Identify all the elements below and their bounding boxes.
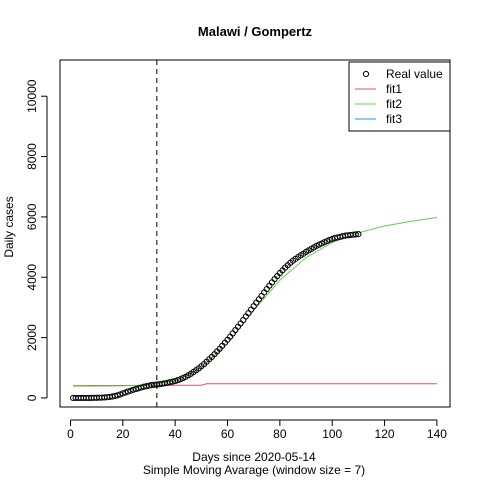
y-tick-label: 0: [25, 394, 39, 401]
legend: Real value fit1 fit2 fit3: [348, 61, 451, 132]
real-value-point: [355, 231, 362, 238]
real-value-point: [352, 231, 359, 238]
x-tick-label: 120: [375, 427, 395, 441]
y-tick-label: 4000: [25, 264, 39, 291]
legend-real-value-label: Real value: [386, 67, 443, 81]
x-tick-label: 20: [116, 427, 130, 441]
plot-frame: [59, 59, 451, 408]
chart-title: Malawi / Gompertz: [198, 24, 313, 39]
real-value-point: [172, 377, 179, 385]
real-value-point: [124, 388, 132, 395]
x-tick-label: 100: [322, 427, 342, 441]
legend-fit2-label: fit2: [386, 97, 402, 111]
plot-layer: [69, 60, 437, 407]
real-value-point: [127, 387, 134, 394]
legend-fit3-label: fit3: [386, 112, 402, 126]
x-tick-label: 60: [221, 427, 235, 441]
x-axis-label: Days since 2020-05-14: [192, 450, 316, 464]
legend-fit1-label: fit1: [386, 82, 402, 96]
real-value-point: [122, 389, 129, 396]
legend-real-value-marker: [362, 70, 370, 78]
real-value-point: [326, 236, 333, 243]
real-value-point: [174, 377, 181, 384]
real-value-point: [114, 392, 121, 399]
y-tick-label: 6000: [25, 203, 39, 230]
y-tick-label: 2000: [25, 324, 39, 351]
x-tick-label: 80: [273, 427, 287, 441]
axis-layer: 0 20 40 60 80 100 120 140 0 2000 4000 6000 8000 10000: [25, 79, 447, 441]
y-tick-label: 10000: [25, 79, 39, 113]
x-tick-label: 40: [168, 427, 182, 441]
real-value-point: [119, 390, 126, 397]
y-axis-label: Daily cases: [2, 196, 16, 257]
x-axis-subtitle: Simple Moving Avarage (window size = 7): [143, 463, 365, 477]
x-tick-label: 0: [67, 427, 74, 441]
x-tick-label: 140: [427, 427, 447, 441]
y-tick-label: 8000: [25, 143, 39, 170]
